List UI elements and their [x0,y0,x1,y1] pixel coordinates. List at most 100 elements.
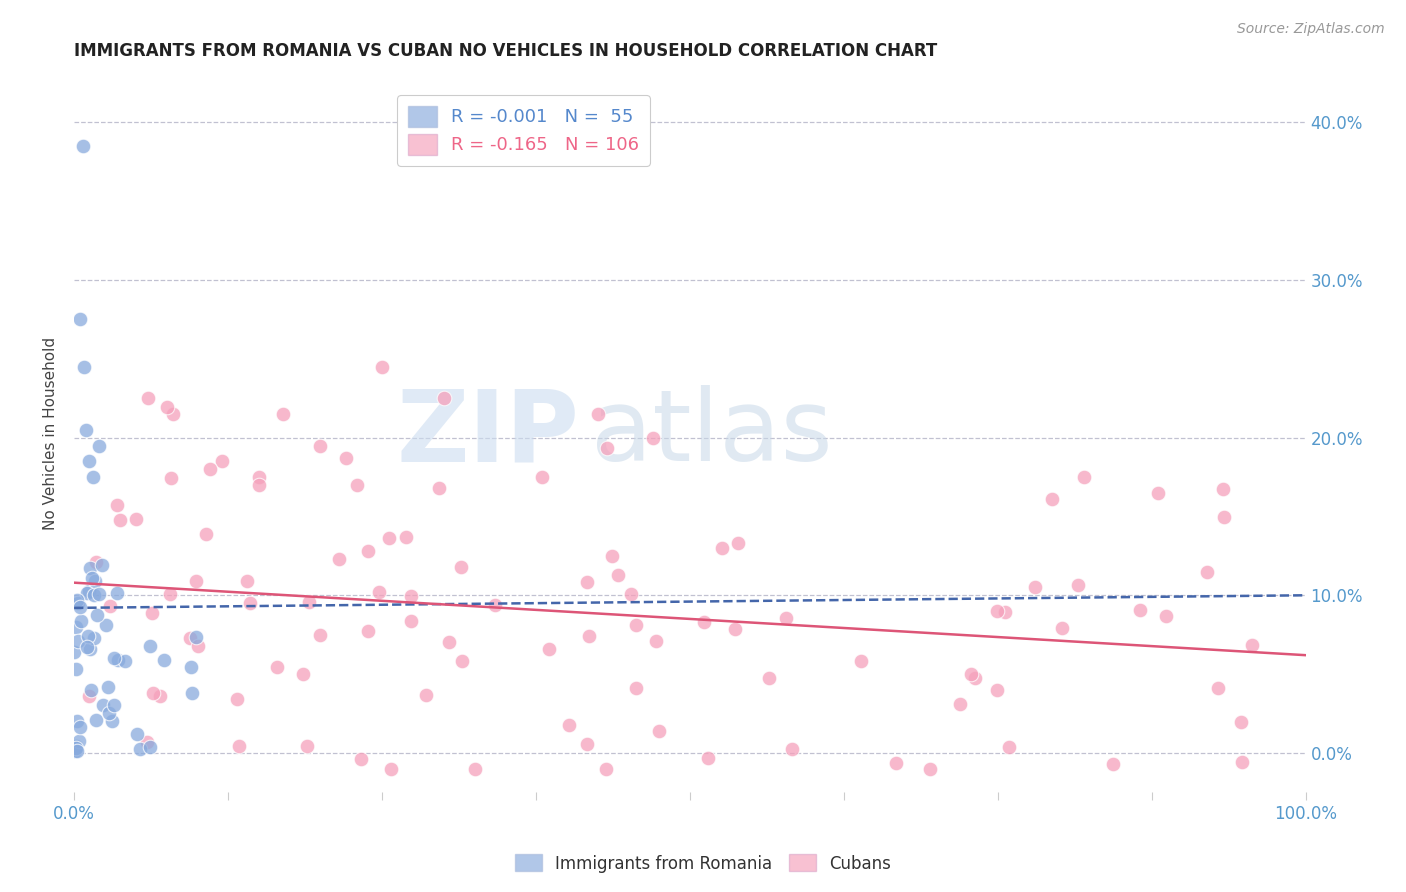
Point [65,741,87,756]
Point [266,659,288,673]
Point [1146,486,1168,500]
Point [105,498,128,512]
Point [399,614,422,628]
Point [484,598,506,612]
Point [84,713,107,727]
Point [136,392,159,406]
Point [105,586,128,600]
Point [236,574,259,589]
Point [1067,578,1090,592]
Point [198,462,221,476]
Point [66,593,89,607]
Point [427,481,450,495]
Point [86,607,108,622]
Point [98,599,121,613]
Point [356,624,378,638]
Point [710,541,733,556]
Point [80,683,103,698]
Point [79,561,101,575]
Point [65,662,87,676]
Point [727,536,749,550]
Point [77,583,100,598]
Point [920,762,942,776]
Point [575,575,598,590]
Point [159,587,181,601]
Point [648,723,671,738]
Point [986,604,1008,618]
Point [181,686,204,700]
Point [65,739,87,754]
Point [1232,755,1254,769]
Point [76,640,98,655]
Point [291,666,314,681]
Point [228,739,250,753]
Point [1241,638,1264,652]
Point [69,599,91,614]
Point [394,530,416,544]
Point [595,441,617,455]
Point [179,631,201,645]
Text: atlas: atlas [592,385,832,483]
Point [69,721,91,735]
Point [77,690,100,704]
Point [156,401,179,415]
Point [63,744,86,758]
Point [87,586,110,600]
Point [180,660,202,674]
Point [1156,608,1178,623]
Point [160,471,183,485]
Point [273,407,295,421]
Point [624,617,647,632]
Point [328,551,350,566]
Point [75,423,97,437]
Point [225,691,247,706]
Point [451,654,474,668]
Point [595,762,617,776]
Point [346,478,368,492]
Point [84,555,107,569]
Point [297,739,319,754]
Point [371,359,394,374]
Point [994,605,1017,619]
Point [66,596,89,610]
Point [558,718,581,732]
Point [949,697,972,711]
Point [77,629,100,643]
Point [114,654,136,668]
Point [107,653,129,667]
Point [350,752,373,766]
Point [72,139,94,153]
Point [129,741,152,756]
Point [77,454,100,468]
Point [450,559,472,574]
Point [83,631,105,645]
Point [97,681,120,695]
Point [83,588,105,602]
Point [247,470,270,484]
Point [297,595,319,609]
Point [1102,756,1125,771]
Point [849,654,872,668]
Point [66,714,89,728]
Point [960,667,983,681]
Point [103,650,125,665]
Point [98,706,121,720]
Point [73,359,96,374]
Point [103,698,125,712]
Point [464,762,486,776]
Point [986,682,1008,697]
Point [782,742,804,756]
Point [620,587,643,601]
Point [76,586,98,600]
Point [758,671,780,685]
Point [101,714,124,729]
Point [70,614,93,628]
Text: Source: ZipAtlas.com: Source: ZipAtlas.com [1237,22,1385,37]
Point [378,531,401,545]
Point [108,513,131,527]
Point [94,618,117,632]
Point [91,698,114,712]
Legend: Immigrants from Romania, Cubans: Immigrants from Romania, Cubans [509,847,897,880]
Point [415,688,437,702]
Point [162,407,184,421]
